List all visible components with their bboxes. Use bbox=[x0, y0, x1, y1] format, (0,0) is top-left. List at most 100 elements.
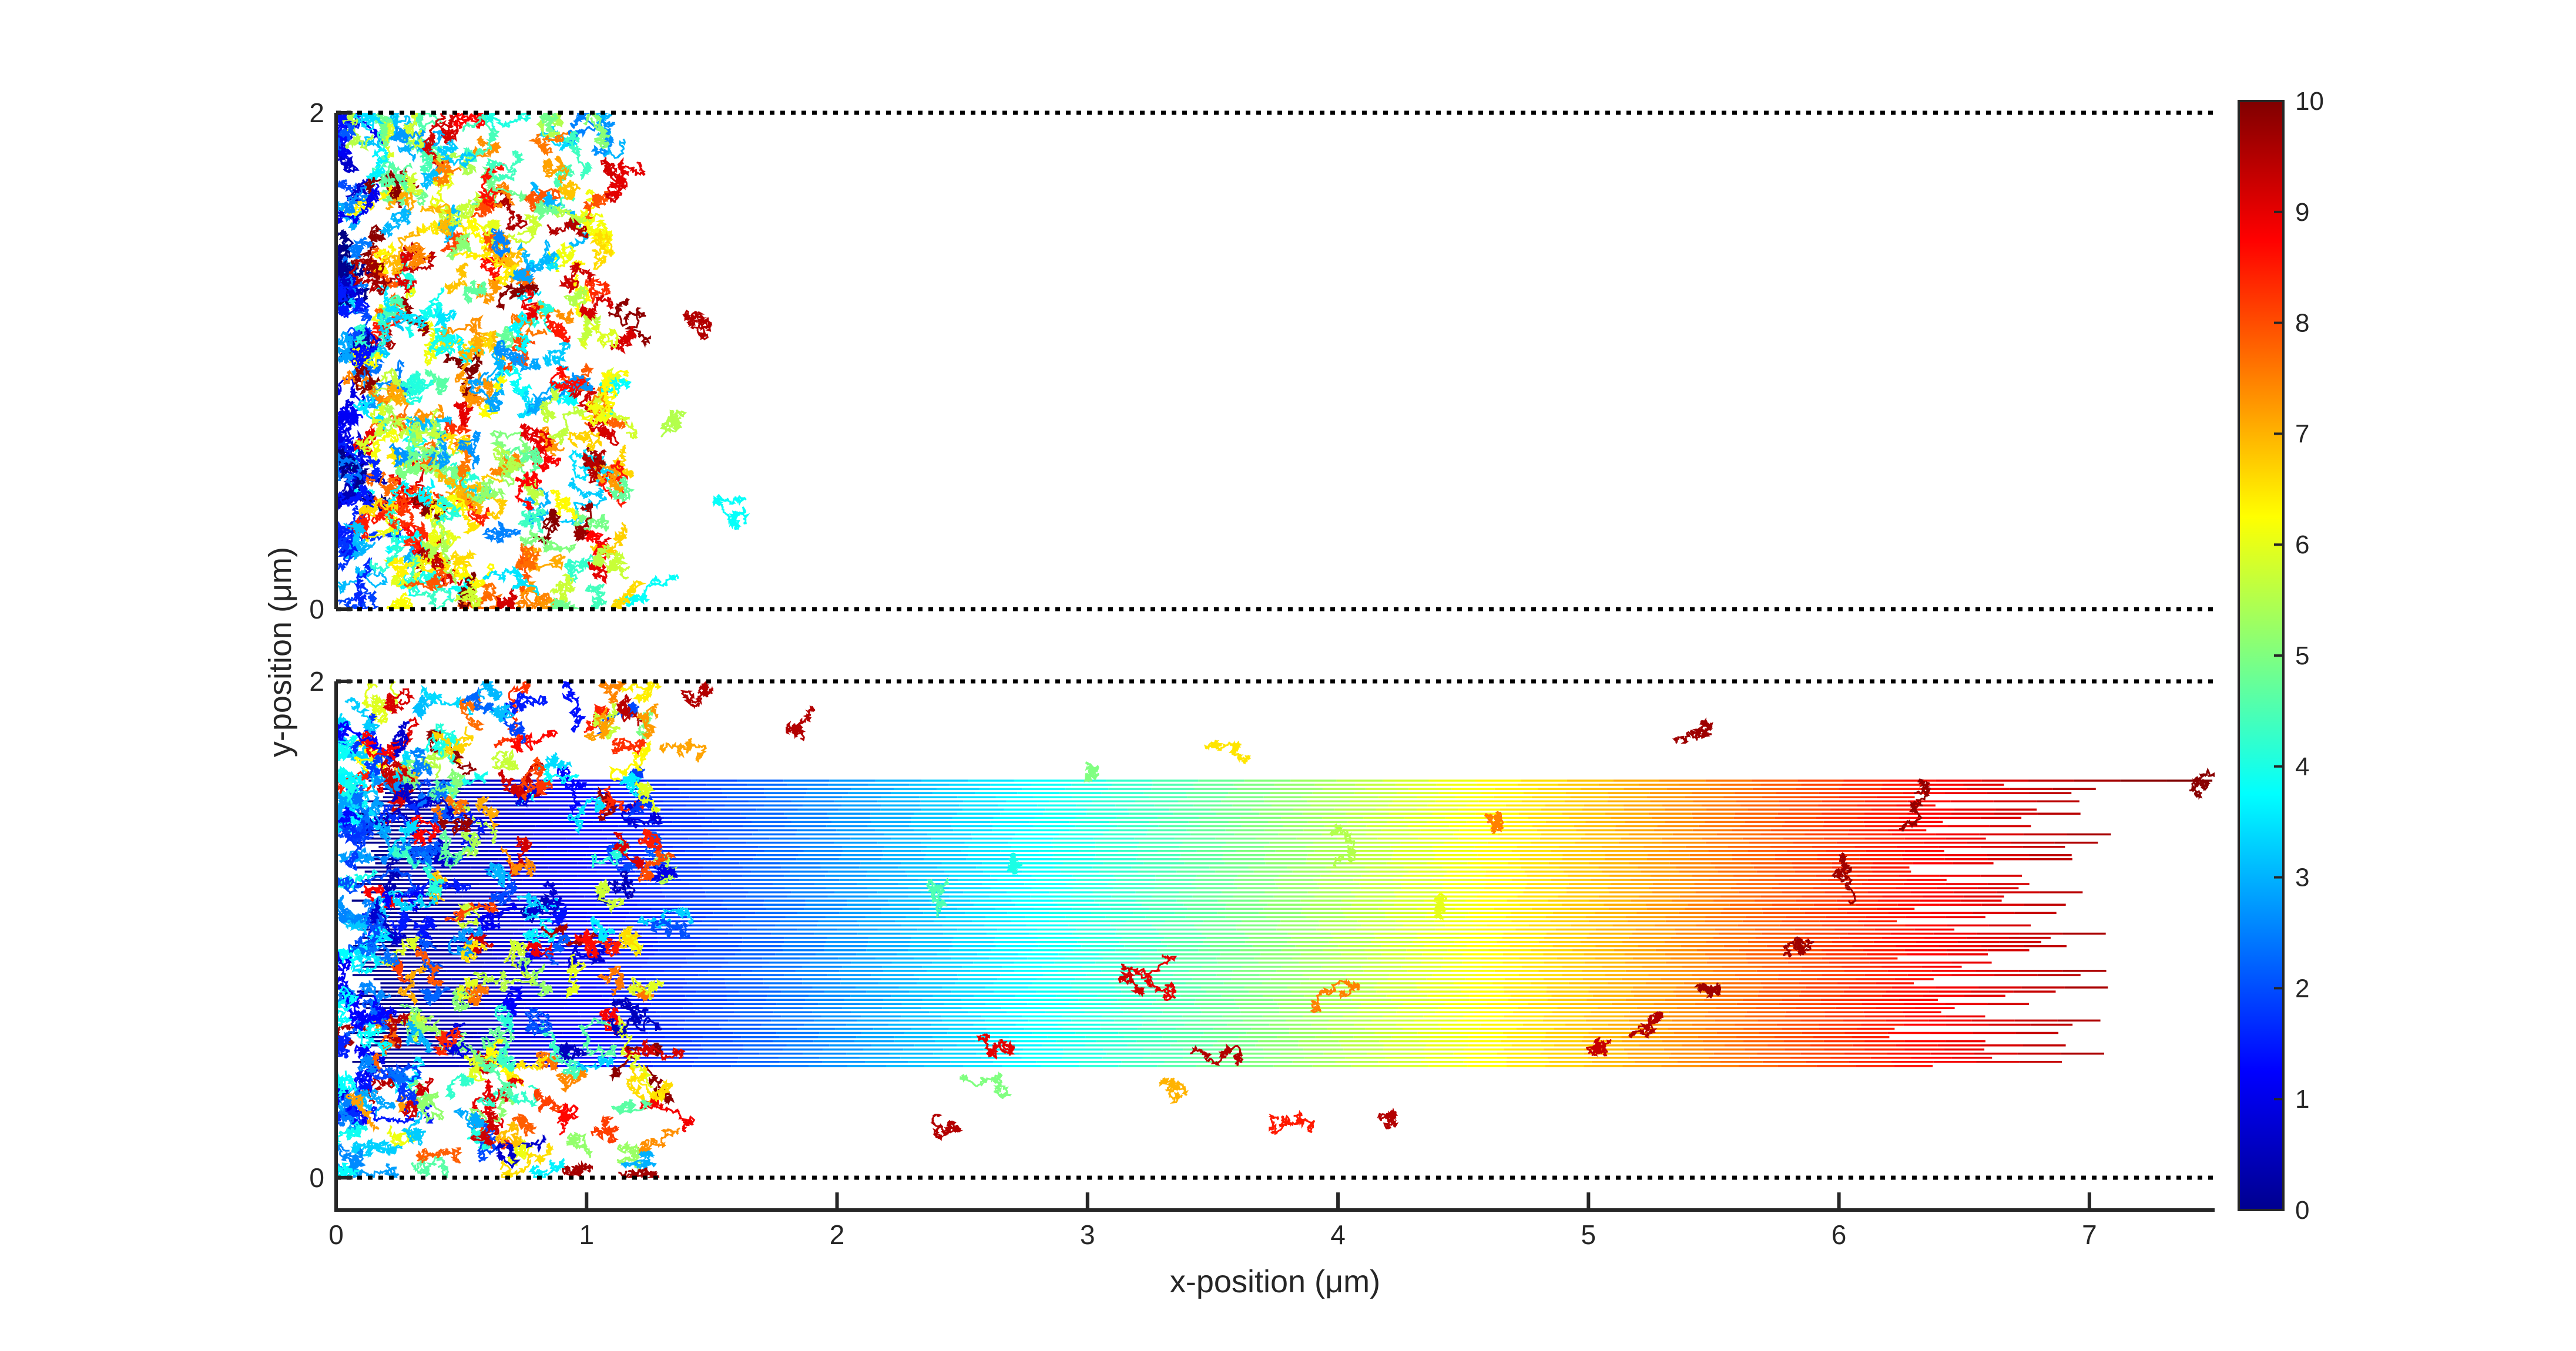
trajectory bbox=[1131, 954, 1178, 1002]
trajectory bbox=[336, 1105, 364, 1128]
trajectory bbox=[437, 139, 477, 169]
trajectory bbox=[388, 517, 429, 550]
trajectory bbox=[410, 421, 440, 473]
y-tick-label: 2 bbox=[309, 666, 324, 697]
trajectory bbox=[467, 478, 507, 504]
trajectory bbox=[1377, 1107, 1399, 1130]
trajectory bbox=[567, 796, 606, 835]
trajectory bbox=[1007, 852, 1024, 875]
x-ticks: 0 1 2 3 4 5 6 7 bbox=[328, 1192, 2097, 1250]
trajectory bbox=[378, 204, 412, 238]
trajectory bbox=[2189, 767, 2215, 800]
top-y-ticks: 02 bbox=[309, 98, 353, 624]
trajectory bbox=[635, 703, 659, 740]
trajectory bbox=[608, 1042, 664, 1082]
trajectory bbox=[561, 1160, 593, 1178]
trajectory bbox=[606, 997, 642, 1037]
trajectory bbox=[558, 262, 597, 294]
trajectory bbox=[404, 567, 450, 592]
trajectory bbox=[574, 928, 600, 960]
trajectory bbox=[547, 404, 596, 446]
trajectory bbox=[358, 979, 391, 1008]
trajectory bbox=[638, 849, 676, 883]
trajectory bbox=[336, 424, 354, 457]
trajectory bbox=[590, 1114, 620, 1144]
trajectory bbox=[381, 887, 430, 913]
trajectory bbox=[516, 957, 554, 997]
trajectory bbox=[562, 681, 586, 733]
colorbar-ticks: 0 1 2 3 4 5 6 7 8 9 10 bbox=[2274, 87, 2324, 1225]
trajectory bbox=[452, 434, 473, 486]
trajectory bbox=[583, 934, 623, 957]
trajectory bbox=[638, 828, 663, 853]
trajectory bbox=[336, 477, 363, 509]
trajectory bbox=[336, 985, 360, 1027]
trajectory bbox=[579, 319, 621, 350]
top-panel: 02 bbox=[309, 98, 2215, 624]
trajectory bbox=[556, 1102, 580, 1135]
trajectory bbox=[532, 200, 559, 221]
trajectory bbox=[529, 439, 562, 473]
trajectory bbox=[387, 890, 438, 912]
x-tick-label: 2 bbox=[830, 1219, 845, 1250]
trajectory bbox=[336, 790, 353, 822]
x-axis-label: x-position (μm) bbox=[1170, 1264, 1380, 1299]
trajectory bbox=[579, 275, 611, 304]
trajectory bbox=[364, 470, 400, 497]
trajectory bbox=[495, 1120, 523, 1148]
trajectory bbox=[470, 1111, 501, 1146]
colorbar-tick-label: 1 bbox=[2295, 1085, 2309, 1114]
trajectory bbox=[336, 951, 354, 992]
trajectory bbox=[344, 819, 375, 871]
trajectory bbox=[639, 1098, 696, 1132]
trajectory bbox=[404, 287, 445, 338]
trajectory bbox=[549, 489, 581, 522]
trajectory bbox=[565, 1131, 593, 1158]
trajectory bbox=[650, 918, 690, 940]
trajectory bbox=[533, 508, 561, 545]
trajectory bbox=[424, 368, 450, 395]
trajectory bbox=[496, 1041, 517, 1073]
trajectory bbox=[504, 691, 548, 717]
x-tick-label: 3 bbox=[1080, 1219, 1095, 1250]
trajectory bbox=[336, 734, 359, 762]
trajectory bbox=[1433, 893, 1448, 920]
trajectory bbox=[615, 1015, 655, 1088]
trajectory bbox=[500, 846, 536, 877]
trajectory bbox=[413, 915, 438, 940]
trajectory bbox=[495, 281, 539, 311]
trajectory bbox=[563, 285, 589, 309]
trajectory bbox=[976, 1033, 1016, 1060]
trajectory bbox=[404, 241, 431, 271]
trajectory bbox=[397, 960, 432, 1007]
trajectory bbox=[488, 879, 519, 906]
trajectory bbox=[573, 509, 609, 532]
trajectory bbox=[341, 1070, 373, 1101]
trajectory bbox=[407, 841, 446, 863]
trajectory bbox=[336, 721, 383, 751]
trajectory bbox=[544, 314, 571, 345]
trajectory bbox=[378, 186, 429, 206]
trajectory bbox=[448, 925, 484, 957]
trajectory bbox=[350, 1138, 390, 1157]
trajectory bbox=[397, 129, 445, 163]
trajectory bbox=[467, 371, 504, 413]
trajectory bbox=[339, 988, 370, 1023]
trajectory bbox=[353, 113, 385, 131]
colorbar: 0 1 2 3 4 5 6 7 8 9 10 bbox=[2238, 87, 2324, 1225]
trajectory bbox=[383, 382, 411, 407]
trajectory bbox=[606, 843, 645, 873]
top-trajectories bbox=[336, 113, 750, 609]
trajectory bbox=[538, 752, 572, 771]
trajectory bbox=[358, 498, 398, 517]
y-axis-label: y-position (μm) bbox=[263, 547, 298, 757]
trajectory bbox=[516, 238, 558, 272]
trajectory bbox=[420, 684, 474, 715]
trajectory bbox=[367, 241, 397, 275]
trajectory bbox=[650, 862, 679, 883]
trajectory bbox=[1831, 852, 1857, 906]
trajectory bbox=[411, 136, 443, 176]
trajectory bbox=[457, 335, 485, 375]
trajectory bbox=[401, 1110, 427, 1147]
trajectory bbox=[599, 1006, 623, 1037]
